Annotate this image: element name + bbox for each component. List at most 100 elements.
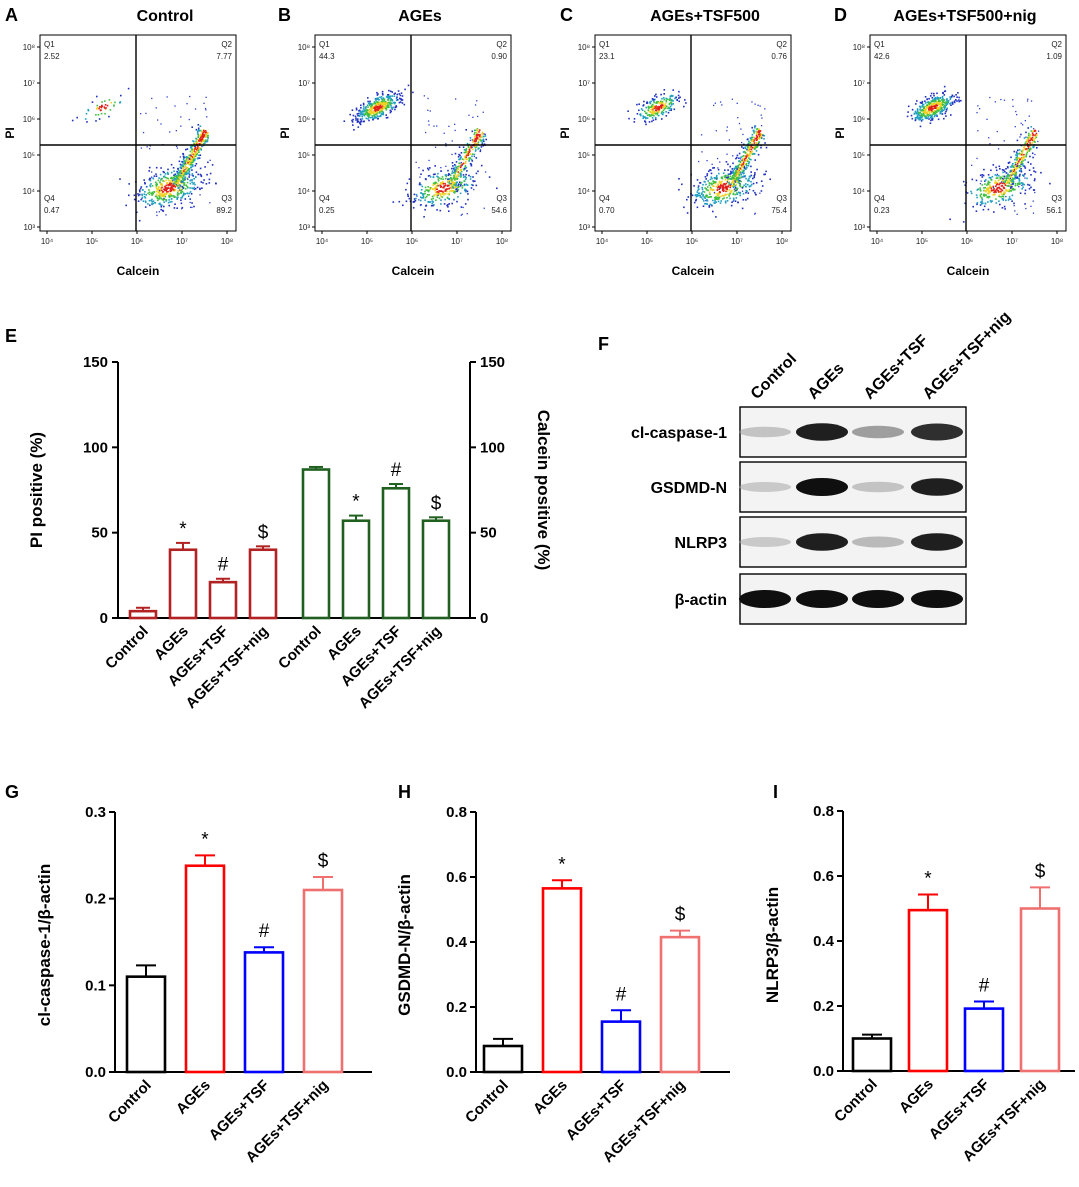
- event-dot: [938, 109, 940, 111]
- event-dot: [982, 208, 985, 211]
- event-dot: [713, 181, 715, 184]
- event-dot: [463, 180, 465, 182]
- event-dot: [742, 147, 745, 149]
- event-dot: [918, 114, 921, 117]
- event-dot: [464, 166, 467, 168]
- event-dot: [764, 142, 766, 144]
- event-dot: [207, 161, 209, 164]
- event-dot: [136, 211, 138, 214]
- event-dot: [428, 124, 430, 126]
- event-dot: [451, 167, 453, 170]
- event-dot: [1027, 150, 1029, 152]
- event-dot: [189, 187, 191, 189]
- event-dot: [734, 181, 736, 183]
- event-dot: [742, 163, 744, 166]
- event-dot: [633, 118, 636, 120]
- event-dot: [1033, 179, 1036, 182]
- event-dot: [386, 105, 388, 108]
- event-dot: [165, 179, 167, 182]
- event-dot: [369, 112, 372, 115]
- event-dot: [481, 133, 484, 136]
- event-dot: [178, 185, 181, 187]
- event-dot: [427, 120, 430, 122]
- event-dot: [419, 199, 422, 202]
- event-dot: [742, 161, 745, 163]
- event-dot: [205, 134, 208, 137]
- event-dot: [195, 171, 198, 173]
- event-dot: [429, 201, 432, 203]
- event-dot: [165, 191, 168, 193]
- event-dot: [1029, 134, 1032, 136]
- event-dot: [477, 170, 479, 173]
- event-dot: [638, 103, 640, 105]
- event-dot: [391, 91, 394, 93]
- event-dot: [191, 148, 193, 151]
- y-tick-label: 10⁸: [23, 43, 35, 52]
- event-dot: [722, 195, 725, 197]
- significance-mark: $: [318, 851, 329, 872]
- event-dot: [756, 146, 759, 148]
- event-dot: [453, 178, 456, 181]
- event-dot: [752, 189, 755, 192]
- event-dot: [466, 184, 469, 186]
- event-dot: [198, 157, 201, 159]
- event-dot: [742, 165, 744, 168]
- event-dot: [186, 172, 188, 175]
- event-dot: [699, 194, 702, 197]
- event-dot: [1013, 170, 1016, 173]
- event-dot: [745, 157, 747, 160]
- event-dot: [731, 190, 733, 192]
- event-dot: [440, 203, 442, 205]
- event-dot: [711, 204, 713, 207]
- event-dot: [408, 178, 411, 180]
- event-dot: [1020, 150, 1023, 152]
- event-dot: [162, 190, 165, 193]
- event-dot: [725, 161, 728, 163]
- event-dot: [732, 162, 734, 165]
- event-dot: [916, 115, 919, 118]
- event-dot: [930, 119, 932, 122]
- event-dot: [1003, 140, 1005, 142]
- event-dot: [464, 175, 466, 178]
- event-dot: [362, 108, 365, 110]
- event-dot: [754, 212, 756, 214]
- event-dot: [199, 129, 202, 132]
- event-dot: [983, 205, 986, 208]
- bar: [482, 1044, 524, 1074]
- event-dot: [935, 114, 938, 116]
- event-dot: [1008, 190, 1010, 193]
- event-dot: [475, 134, 478, 137]
- event-dot: [201, 131, 203, 134]
- event-dot: [352, 124, 354, 126]
- event-dot: [758, 137, 761, 139]
- event-dot: [754, 103, 756, 105]
- event-dot: [733, 172, 736, 175]
- event-dot: [463, 167, 466, 170]
- event-dot: [357, 120, 359, 122]
- event-dot: [476, 128, 479, 131]
- event-dot: [735, 173, 738, 175]
- significance-mark: $: [431, 493, 442, 514]
- event-dot: [423, 95, 425, 97]
- x-tick-label: 10⁸: [221, 237, 233, 246]
- blot-row: cl-caspase-1: [631, 406, 967, 458]
- y-tick-label: 0.0: [85, 1064, 106, 1081]
- event-dot: [209, 202, 211, 204]
- blot-band: [911, 478, 963, 496]
- event-dot: [720, 184, 722, 186]
- event-dot: [738, 122, 741, 125]
- event-dot: [451, 172, 453, 175]
- event-dot: [1032, 167, 1035, 169]
- event-dot: [194, 164, 197, 167]
- event-dot: [1016, 164, 1019, 166]
- event-dot: [138, 219, 141, 222]
- event-dot: [205, 183, 208, 185]
- event-dot: [628, 117, 630, 120]
- event-dot: [159, 190, 161, 192]
- event-dot: [654, 106, 656, 108]
- event-dot: [1033, 145, 1035, 148]
- event-dot: [480, 139, 482, 142]
- event-dot: [186, 156, 188, 158]
- event-dot: [388, 97, 390, 100]
- event-dot: [351, 109, 354, 111]
